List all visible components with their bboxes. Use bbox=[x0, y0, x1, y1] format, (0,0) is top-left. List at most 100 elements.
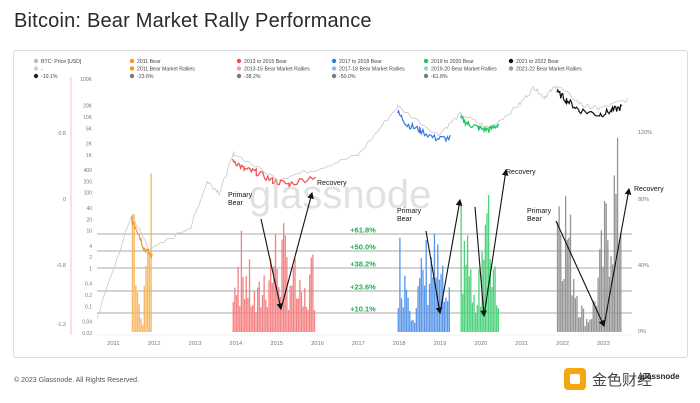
price-tick-label: 4 bbox=[89, 244, 92, 250]
rally-bar bbox=[564, 196, 567, 332]
rally-bar bbox=[587, 322, 590, 332]
rally-bar bbox=[409, 310, 411, 332]
price-tick-label: 0.4 bbox=[85, 282, 92, 288]
rally-bar bbox=[235, 295, 238, 332]
legend-swatch bbox=[236, 66, 242, 71]
rally-bar bbox=[592, 300, 594, 332]
annotation-label: Recovery bbox=[317, 180, 347, 187]
legend-label: 2013-15 Bear Market Rallies bbox=[244, 67, 310, 73]
rally-bar bbox=[289, 285, 291, 332]
rally-bar bbox=[470, 269, 472, 332]
left-tick-label: 0.8 bbox=[58, 131, 66, 137]
annotation-line: Primary bbox=[228, 192, 253, 199]
decline-arrow bbox=[555, 220, 605, 328]
rally-bar bbox=[237, 266, 239, 332]
legend-label: -38.2% bbox=[244, 74, 261, 80]
price-tick-label: 10K bbox=[83, 115, 93, 121]
legend-swatch bbox=[33, 66, 39, 71]
recovery-arrow bbox=[280, 191, 314, 310]
rally-bar bbox=[563, 279, 565, 332]
rally-bar bbox=[291, 285, 293, 332]
rally-bar bbox=[253, 291, 256, 332]
price-tick-label: 2K bbox=[86, 141, 93, 147]
rally-bar bbox=[476, 305, 478, 332]
x-tick-label: 2014 bbox=[229, 341, 243, 347]
rally-bar bbox=[460, 202, 462, 332]
rally-bar bbox=[312, 254, 314, 332]
rally-bar bbox=[297, 298, 299, 332]
rally-bar bbox=[573, 278, 575, 332]
rally-bar bbox=[576, 295, 578, 332]
annotation-label: Recovery bbox=[506, 169, 536, 176]
x-tick-label: 2020 bbox=[474, 341, 487, 347]
rally-bar bbox=[252, 305, 254, 332]
rally-bar bbox=[599, 249, 601, 332]
rally-bar bbox=[242, 276, 244, 332]
legend-swatch bbox=[129, 73, 135, 79]
price-tick-label: 10 bbox=[86, 229, 92, 235]
right-tick-label: 120% bbox=[638, 130, 652, 136]
price-tick-label: 20 bbox=[86, 217, 92, 223]
rally-bar bbox=[138, 304, 140, 332]
rally-bar bbox=[287, 309, 290, 332]
rally-bar bbox=[420, 258, 422, 332]
rally-bar bbox=[399, 237, 401, 332]
rally-bar bbox=[427, 304, 429, 332]
rally-bar bbox=[560, 235, 562, 332]
annotation-line: Bear bbox=[228, 200, 243, 207]
rally-bar bbox=[247, 297, 249, 332]
price-tick-label: 1 bbox=[89, 267, 92, 273]
rally-bar bbox=[410, 320, 413, 332]
rally-bar bbox=[492, 269, 495, 332]
rally-bar bbox=[582, 308, 585, 332]
rally-bar bbox=[239, 306, 241, 332]
rally-bar bbox=[497, 308, 499, 332]
rally-bar bbox=[292, 266, 295, 332]
recovery-arrow bbox=[603, 187, 632, 327]
annotation-label: Primary Bear bbox=[228, 192, 253, 207]
legend-swatch bbox=[129, 66, 135, 71]
bear-price-line bbox=[397, 109, 451, 143]
rally-bar bbox=[232, 301, 234, 332]
legend-label: -23.6% bbox=[137, 74, 154, 80]
rally-bar bbox=[595, 305, 598, 332]
rally-bar bbox=[407, 297, 409, 332]
legend: BTC: Price [USD] --10.1% 2011 Bear 2011 Bea… bbox=[33, 58, 582, 80]
price-tick-label: 100K bbox=[80, 77, 92, 83]
rally-bar bbox=[597, 277, 599, 332]
price-tick-label: 5K bbox=[86, 126, 93, 132]
axes: -1.2 -0.8 0 0.8 100K 20K 10K 5K 2K 1K 400 200 100 40 2… bbox=[57, 77, 652, 347]
rally-bar bbox=[443, 301, 446, 332]
legend-swatch bbox=[331, 66, 337, 71]
rally-bar bbox=[577, 317, 580, 332]
rally-bar bbox=[141, 324, 144, 332]
rally-bar bbox=[468, 276, 470, 332]
legend-swatch bbox=[508, 66, 514, 71]
rally-bar bbox=[143, 285, 146, 332]
rally-bar bbox=[240, 230, 243, 332]
legend-swatch bbox=[508, 58, 514, 64]
rally-bar bbox=[568, 237, 570, 332]
price-tick-label: 2 bbox=[89, 255, 92, 261]
rally-bar bbox=[487, 195, 490, 332]
x-tick-label: 2017 bbox=[352, 341, 365, 347]
fib-gridlines: +61.8% +50.0% +38.2% +23.6% +10.1% bbox=[97, 226, 632, 314]
rally-bar bbox=[265, 299, 267, 332]
rally-bar bbox=[281, 239, 283, 332]
rally-bar bbox=[258, 281, 260, 332]
rally-bar bbox=[422, 269, 424, 332]
brand-badge: 金色财经 glassnode bbox=[562, 365, 692, 393]
rally-bar bbox=[558, 206, 560, 332]
rally-bar bbox=[294, 258, 296, 332]
rally-bar bbox=[415, 308, 418, 332]
rally-bar bbox=[417, 286, 419, 332]
legend-label: - bbox=[41, 67, 43, 73]
rally-bar bbox=[618, 242, 620, 332]
decline-arrow bbox=[425, 230, 443, 315]
rally-bar bbox=[300, 292, 303, 332]
rally-bar bbox=[278, 287, 280, 332]
btc-price-line bbox=[96, 85, 629, 319]
x-tick-label: 2013 bbox=[189, 341, 202, 347]
price-tick-label: 40 bbox=[86, 206, 92, 212]
rally-bar bbox=[147, 252, 149, 332]
